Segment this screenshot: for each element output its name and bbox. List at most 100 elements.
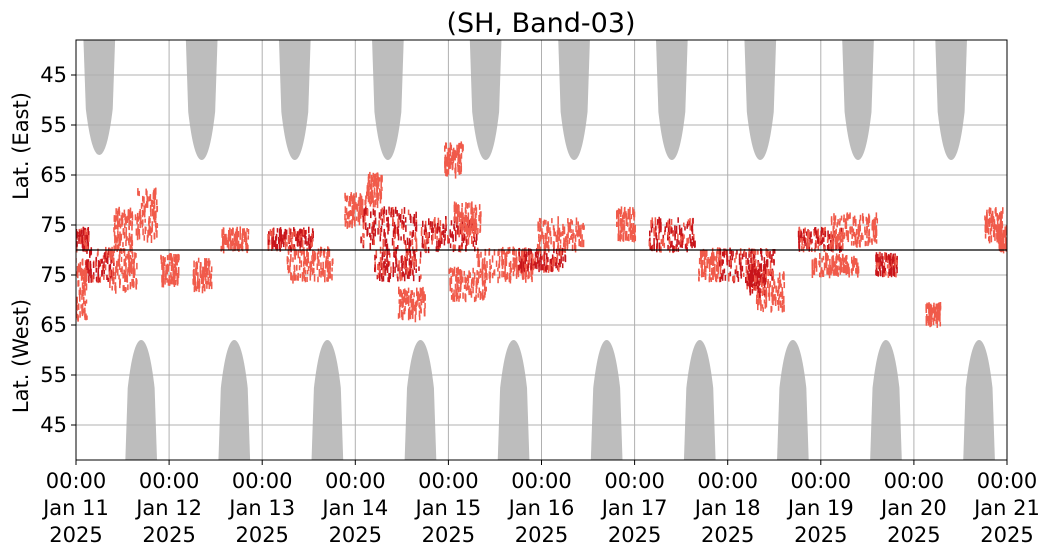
- activity-cell: [465, 216, 468, 223]
- activity-cell: [432, 233, 434, 241]
- activity-cell: [622, 212, 625, 219]
- activity-cell: [884, 267, 887, 273]
- activity-cell: [466, 239, 468, 246]
- activity-cell: [811, 260, 814, 267]
- activity-cell: [150, 208, 152, 217]
- activity-cell: [866, 226, 868, 233]
- activity-cell: [246, 246, 248, 252]
- y-tick-label-east: 45: [40, 63, 67, 87]
- activity-cell: [772, 249, 774, 256]
- activity-cell: [114, 235, 116, 244]
- activity-cell: [397, 226, 399, 235]
- activity-cell: [164, 273, 167, 280]
- activity-cell: [847, 263, 850, 269]
- activity-cell: [210, 281, 213, 287]
- activity-cell: [150, 235, 153, 243]
- activity-cell: [540, 260, 542, 265]
- activity-cell: [415, 219, 418, 224]
- activity-cell: [928, 314, 931, 320]
- activity-cell: [573, 233, 575, 239]
- activity-cell: [410, 292, 413, 299]
- activity-cell: [449, 283, 452, 292]
- activity-cell: [505, 260, 508, 267]
- activity-cell: [534, 257, 536, 263]
- activity-cell: [866, 218, 868, 225]
- activity-cell: [406, 267, 408, 275]
- activity-cell: [421, 236, 424, 244]
- activity-cell: [839, 218, 841, 223]
- activity-cell: [366, 189, 369, 196]
- activity-cell: [483, 295, 485, 300]
- activity-cell: [895, 257, 897, 263]
- activity-cell: [204, 272, 207, 281]
- activity-cell: [388, 261, 391, 266]
- activity-cell: [302, 274, 304, 279]
- activity-cell: [560, 255, 562, 264]
- activity-cell: [544, 266, 546, 272]
- activity-cell: [460, 282, 462, 290]
- activity-cell: [989, 208, 992, 215]
- activity-cell: [716, 264, 718, 272]
- x-tick-label: 2025: [794, 523, 847, 547]
- activity-cell: [431, 221, 433, 229]
- activity-cell: [86, 249, 88, 254]
- activity-cell: [548, 236, 550, 243]
- activity-cell: [498, 260, 501, 268]
- activity-cell: [521, 258, 523, 266]
- activity-cell: [139, 221, 141, 229]
- activity-cell: [209, 260, 211, 265]
- activity-cell: [401, 221, 403, 229]
- activity-cell: [148, 216, 151, 223]
- activity-cell: [880, 270, 882, 277]
- activity-cell: [815, 258, 817, 264]
- activity-cell: [841, 258, 843, 266]
- activity-cell: [172, 272, 175, 279]
- activity-cell: [583, 225, 585, 230]
- activity-cell: [838, 221, 841, 226]
- activity-cell: [379, 260, 382, 268]
- activity-cell: [751, 257, 753, 265]
- activity-cell: [852, 220, 855, 226]
- activity-cell: [130, 257, 133, 266]
- activity-cell: [79, 261, 82, 270]
- activity-cell: [834, 218, 836, 226]
- activity-cell: [420, 227, 423, 235]
- activity-cell: [355, 202, 357, 209]
- activity-cell: [163, 260, 166, 266]
- activity-cell: [173, 256, 176, 263]
- activity-cell: [457, 149, 460, 156]
- y-tick-label-east: 65: [40, 163, 67, 187]
- activity-cell: [457, 268, 459, 273]
- activity-cell: [524, 261, 526, 268]
- activity-cell: [692, 237, 695, 245]
- activity-cell: [156, 230, 158, 238]
- activity-cell: [474, 218, 476, 223]
- activity-cell: [939, 321, 942, 327]
- activity-cell: [936, 303, 939, 310]
- activity-cell: [473, 207, 475, 214]
- activity-cell: [429, 221, 432, 227]
- x-tick-label: 2025: [701, 523, 754, 547]
- activity-cell: [539, 234, 542, 242]
- activity-cell: [671, 240, 673, 248]
- x-tick-label: Jan 16: [507, 496, 575, 520]
- activity-cell: [729, 255, 732, 262]
- activity-cell: [530, 258, 533, 266]
- activity-cell: [361, 210, 364, 218]
- activity-cell: [445, 168, 447, 174]
- activity-cell: [477, 228, 479, 235]
- activity-cell: [672, 245, 674, 253]
- activity-cell: [205, 278, 207, 285]
- activity-cell: [79, 287, 81, 293]
- activity-cell: [841, 267, 843, 273]
- activity-cell: [753, 248, 756, 256]
- activity-cell: [852, 241, 855, 246]
- activity-cell: [755, 299, 758, 304]
- activity-cell: [932, 307, 934, 314]
- activity-cell: [758, 272, 761, 279]
- activity-cell: [684, 244, 687, 249]
- activity-cell: [503, 271, 505, 278]
- activity-cell: [403, 238, 406, 244]
- activity-cell: [324, 269, 326, 278]
- activity-cell: [115, 208, 117, 215]
